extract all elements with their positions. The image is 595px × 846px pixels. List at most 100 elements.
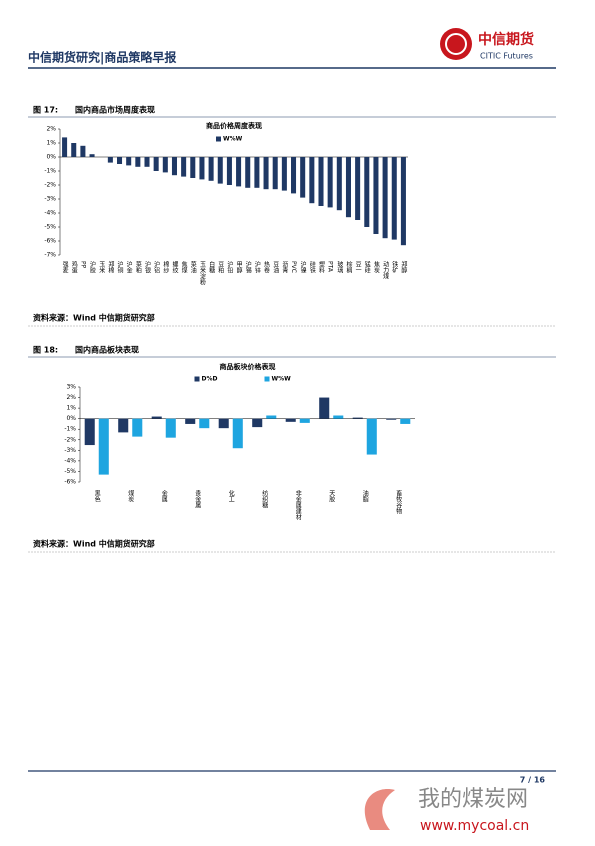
bar <box>336 157 342 211</box>
figure-source: 资料来源：Wind 中信期货研究部 <box>33 313 155 323</box>
bar <box>199 157 205 180</box>
bar <box>285 418 296 422</box>
x-tick-label: 沪铝 <box>153 260 160 274</box>
y-tick-label: -2% <box>64 436 76 443</box>
bar <box>300 157 306 198</box>
x-tick-label: 锰硅 <box>363 260 370 273</box>
bar <box>254 157 260 188</box>
x-tick-label: 玉米淀粉 <box>198 261 205 286</box>
x-tick-label: 天胶 <box>328 490 335 503</box>
x-tick-label: 豆粕 <box>217 261 224 274</box>
bar <box>181 157 187 177</box>
x-tick-label: 沪铅 <box>226 260 233 274</box>
bar <box>236 157 242 187</box>
bar <box>190 157 196 178</box>
x-tick-label: 沪金 <box>125 260 132 273</box>
x-tick-label: 焦煤 <box>180 260 187 274</box>
y-tick-label: -7% <box>44 252 56 259</box>
legend-swatch <box>194 376 200 382</box>
chart-title: 商品板块价格表现 <box>220 362 276 371</box>
x-tick-label: 沪锌 <box>253 260 260 274</box>
x-tick-label: PVC <box>290 261 297 273</box>
x-tick-label: 螺纹 <box>171 260 178 274</box>
x-tick-label: 煤炭 <box>127 489 134 503</box>
bar <box>373 157 379 234</box>
bar <box>153 157 159 171</box>
bar <box>319 397 330 419</box>
y-tick-label: -1% <box>64 426 76 433</box>
x-tick-label: 豆一 <box>354 261 361 273</box>
bar <box>263 157 269 190</box>
bar <box>327 157 333 208</box>
x-tick-label: 热卷 <box>263 260 270 273</box>
x-tick-label: 菜粕 <box>134 260 141 274</box>
y-tick-label: -2% <box>44 182 56 189</box>
bar <box>291 157 297 194</box>
bar <box>62 137 68 157</box>
x-tick-label: 焦炭 <box>372 260 379 274</box>
x-tick-label: 菜油 <box>189 260 196 274</box>
x-tick-label: 棕榈 <box>345 260 352 274</box>
y-tick-label: 3% <box>66 384 76 391</box>
logo-en: CITIC Futures <box>480 52 533 61</box>
watermark-flame <box>364 789 395 830</box>
bar <box>386 418 397 420</box>
x-tick-label: 鸡蛋 <box>70 260 77 274</box>
x-tick-label: 甲醇 <box>235 261 242 274</box>
x-tick-label: 金属 <box>160 489 167 503</box>
bar <box>208 157 214 181</box>
y-tick-label: -3% <box>44 196 56 203</box>
x-tick-label: 沥青 <box>281 260 288 274</box>
figure-title: 国内商品市场周度表现 <box>75 105 155 115</box>
bar <box>162 157 168 173</box>
x-tick-label: 沪锡 <box>244 260 251 274</box>
x-tick-label: 非金属建材 <box>294 489 301 520</box>
x-tick-label: 动力煤 <box>382 261 389 280</box>
bar <box>345 157 351 218</box>
x-tick-label: 硅铁 <box>308 260 315 274</box>
y-tick-label: -4% <box>64 457 76 464</box>
x-tick-label: 郑棉 <box>107 260 114 274</box>
x-tick-label: 棉纱 <box>162 260 169 273</box>
bar <box>118 418 129 433</box>
figure-number: 图 17: <box>33 106 58 115</box>
legend-label: W%W <box>272 376 292 383</box>
bar <box>151 416 162 419</box>
bar <box>107 157 113 163</box>
watermark-name: 我的煤炭网 <box>418 787 528 812</box>
y-tick-label: 1% <box>46 140 56 147</box>
watermark-url: www.mycoal.cn <box>420 818 529 834</box>
bar <box>98 418 109 475</box>
y-tick-label: 0% <box>66 415 76 422</box>
y-tick-label: 0% <box>46 154 56 161</box>
bar <box>226 157 232 185</box>
bar <box>400 418 411 424</box>
legend-swatch <box>216 136 221 142</box>
x-tick-label: 塑料 <box>318 260 325 274</box>
bar <box>132 418 143 437</box>
bar <box>218 418 229 429</box>
bar <box>281 157 287 191</box>
bar <box>400 157 406 246</box>
x-tick-label: 白糖 <box>208 260 215 274</box>
logo-cn: 中信期货 <box>478 31 534 48</box>
x-tick-label: 强麦 <box>61 261 68 274</box>
figure-title: 国内商品板块表现 <box>75 345 139 355</box>
bar <box>272 157 278 190</box>
bar <box>185 418 196 424</box>
bar <box>352 417 363 419</box>
y-tick-label: -4% <box>44 210 56 217</box>
x-tick-label: 沪镍 <box>299 260 306 274</box>
bar <box>245 157 251 188</box>
x-tick-label: PTA <box>327 261 334 273</box>
bar <box>117 157 123 164</box>
y-tick-label: -6% <box>64 479 76 486</box>
y-tick-label: -5% <box>64 468 76 475</box>
bar <box>217 157 223 184</box>
x-tick-label: 化工 <box>227 489 234 502</box>
x-tick-label: 贵金属 <box>194 489 201 509</box>
y-tick-label: -6% <box>44 238 56 245</box>
x-tick-label: 畜牧谷物 <box>395 489 402 515</box>
logo-mark <box>440 28 472 60</box>
